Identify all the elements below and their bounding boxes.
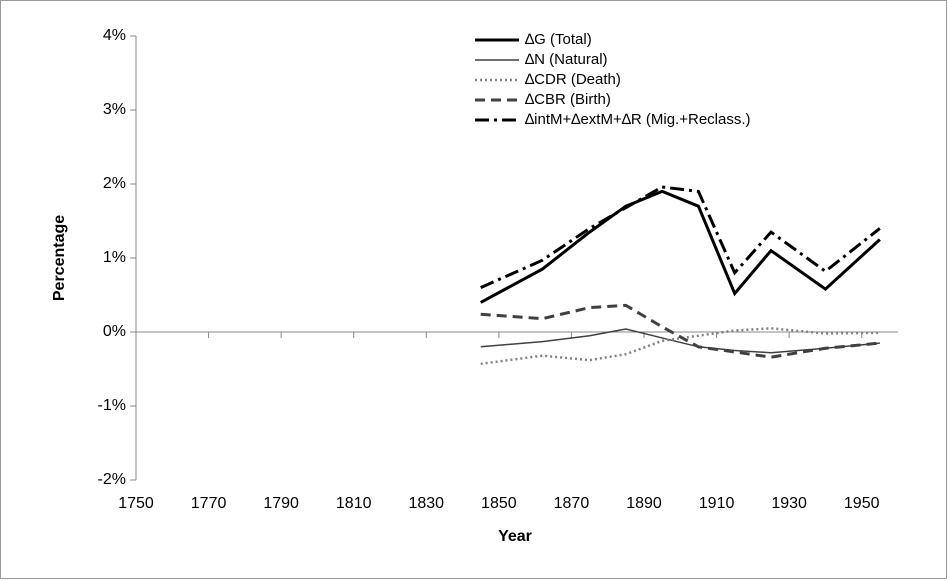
y-tick-label: 3% — [103, 101, 126, 118]
series-line — [480, 303, 880, 359]
x-tick-label: 1850 — [481, 495, 517, 512]
series-line — [480, 185, 881, 289]
series-line — [480, 328, 880, 354]
x-tick-label: 1770 — [191, 495, 227, 512]
y-tick-label: -1% — [98, 397, 126, 414]
y-tick-label: -2% — [98, 471, 126, 488]
x-tick-label: 1810 — [336, 495, 372, 512]
x-tick-label: 1890 — [626, 495, 662, 512]
series-line — [480, 189, 881, 304]
legend-label: ∆intM+∆extM+∆R (Mig.+Reclass.) — [525, 111, 751, 128]
y-tick-label: 2% — [103, 175, 126, 192]
y-tick-label: 1% — [103, 249, 126, 266]
x-tick-label: 1930 — [771, 495, 807, 512]
series-line — [480, 327, 880, 366]
legend-label: ∆CBR (Birth) — [525, 91, 611, 108]
y-tick-label: 4% — [103, 27, 126, 44]
x-axis-label: Year — [498, 528, 532, 545]
x-tick-label: 1910 — [699, 495, 735, 512]
legend-label: ∆G (Total) — [525, 31, 592, 48]
x-tick-label: 1950 — [844, 495, 880, 512]
y-tick-label: 0% — [103, 323, 126, 340]
legend-label: ∆N (Natural) — [525, 51, 608, 68]
x-tick-label: 1790 — [263, 495, 299, 512]
y-axis-label: Percentage — [51, 215, 68, 301]
x-tick-label: 1750 — [118, 495, 154, 512]
legend-label: ∆CDR (Death) — [525, 71, 621, 88]
x-tick-label: 1830 — [408, 495, 444, 512]
x-tick-label: 1870 — [554, 495, 590, 512]
